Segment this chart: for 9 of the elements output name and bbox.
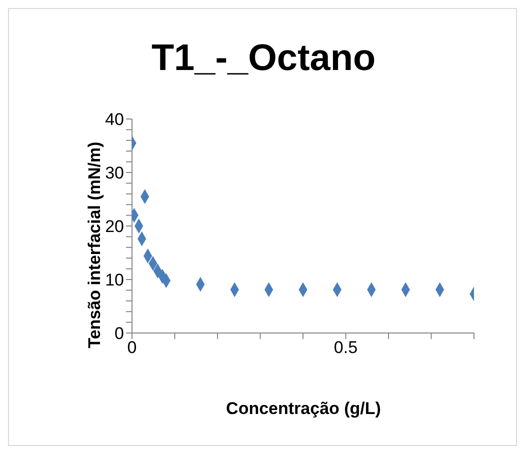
y-tick-label: 10 xyxy=(105,270,124,290)
x-axis-title: Concentração (g/L) xyxy=(225,399,382,419)
y-tick-label: 40 xyxy=(105,110,124,130)
y-tick-label: 0 xyxy=(114,324,124,344)
chart-title: T1_-_Octano xyxy=(150,37,377,79)
x-tick-label: 0.5 xyxy=(334,338,358,358)
y-tick-label: 30 xyxy=(105,164,124,183)
y-axis-title: Tensão interfacial (mN/m) xyxy=(85,142,105,348)
y-tick-label: 20 xyxy=(105,217,124,236)
